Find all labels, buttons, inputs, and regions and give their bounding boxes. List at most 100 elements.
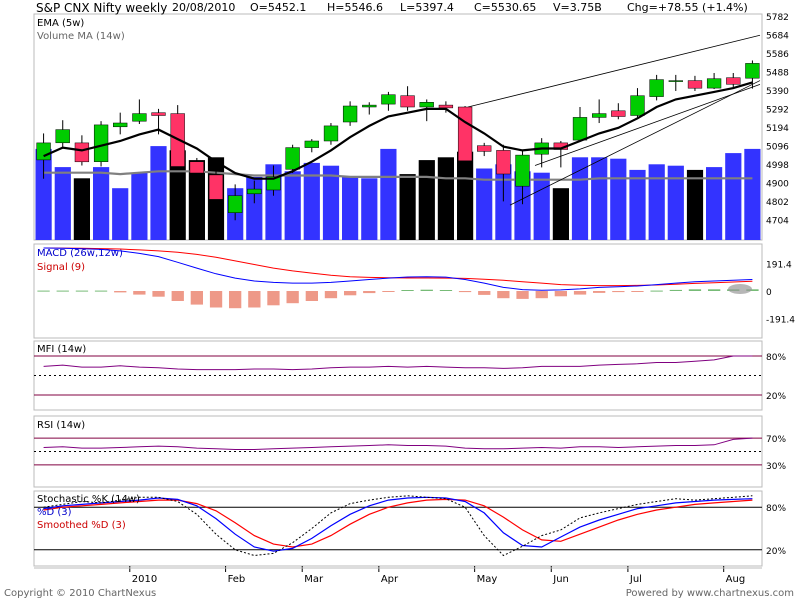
volume-bar [380, 148, 397, 240]
volume-bar [418, 160, 435, 240]
oscillator-tick-label: 80% [766, 504, 786, 514]
volume-bar [361, 178, 378, 240]
candle-body [592, 113, 607, 118]
trendline-inner [534, 83, 761, 166]
macd-histogram-bar [631, 291, 644, 292]
volume-bar [495, 164, 512, 240]
macd-histogram-bar [458, 291, 472, 293]
candle-body [419, 102, 434, 108]
candle-body [189, 161, 204, 174]
volume-bar [93, 167, 110, 240]
rsi-line [43, 437, 753, 450]
trendline-lower [509, 80, 761, 206]
macd-histogram-bar [420, 289, 433, 291]
macd-histogram-bar [593, 291, 606, 293]
volume-bar [303, 162, 320, 240]
volume-bar [744, 148, 761, 240]
chart-title: S&P CNX Nifty weekly [36, 1, 168, 15]
candle-body [362, 104, 377, 108]
month-label: Aug [726, 574, 746, 585]
macd-histogram-bar [56, 290, 69, 292]
volume-bar [73, 178, 90, 240]
change-value: Chg=+78.55 (+1.4%) [627, 1, 748, 14]
macd-histogram-bar [171, 291, 184, 301]
macd-histogram-bar [535, 291, 548, 299]
oscillator-tick-label: 20% [766, 392, 786, 402]
candle-body [247, 188, 262, 195]
volume-bar [610, 158, 627, 240]
low-value: L=5397.4 [400, 1, 454, 14]
volume-bar [437, 157, 454, 240]
macd-line [43, 247, 753, 291]
macd-histogram-bar [190, 291, 203, 305]
macd-histogram-bar [439, 290, 453, 291]
volume-bar [54, 167, 71, 240]
volume-bar [591, 157, 608, 240]
volume-bar [457, 151, 474, 240]
price-tick-label: 5488 [766, 69, 789, 79]
price-tick-label: 5782 [766, 13, 789, 23]
candle-body [323, 125, 339, 142]
macd-histogram-bar [209, 291, 223, 308]
signal-line [43, 247, 753, 287]
macd-histogram-bar [248, 291, 261, 308]
volume-bar [725, 153, 742, 240]
macd-histogram-bar [94, 290, 108, 292]
price-tick-label: 4802 [766, 198, 789, 208]
close-value: C=5530.65 [474, 1, 537, 14]
macd-histogram-bar [650, 290, 663, 292]
macd-histogram-bar [152, 291, 165, 297]
stochastic-k-legend: Stochastic %K (14w) [37, 494, 140, 505]
macd-histogram-bar [688, 289, 702, 291]
macd-histogram-bar [363, 291, 376, 294]
macd-histogram-bar [554, 291, 567, 297]
month-label: Mar [304, 574, 324, 585]
price-tick-label: 5390 [766, 87, 789, 97]
macd-tick-label: 191.4 [766, 261, 792, 271]
oscillator-tick-label: 20% [766, 547, 786, 557]
macd-histogram-bar [37, 290, 50, 292]
volume-bar [514, 171, 531, 240]
candle-body [113, 122, 128, 128]
mfi-panel [33, 340, 763, 411]
volume-bar [131, 172, 148, 240]
macd-tick-label: -191.4 [766, 315, 795, 325]
candle-body [208, 174, 224, 200]
macd-histogram-bar [708, 289, 721, 291]
candle-body [572, 117, 588, 141]
candle-body [477, 145, 492, 152]
stochastic-d-legend: %D (3) [37, 507, 72, 518]
open-value: O=5452.1 [250, 1, 307, 14]
macd-histogram-bar [478, 291, 491, 295]
candle-body [151, 112, 166, 116]
powered-by-link[interactable]: Powered by www.chartnexus.com [625, 588, 794, 599]
macd-histogram-bar [305, 291, 318, 301]
month-label: May [477, 574, 498, 585]
ema-line [43, 81, 753, 180]
volume-bar [284, 171, 301, 240]
macd-histogram-bar [114, 291, 127, 293]
candle-body [668, 80, 683, 82]
macd-histogram-bar [267, 291, 280, 306]
volume-value: V=3.75B [553, 1, 602, 14]
month-label: Jun [552, 574, 569, 585]
mfi-line [43, 355, 753, 371]
price-tick-label: 5096 [766, 143, 789, 153]
macd-histogram-bar [286, 291, 299, 304]
volume-bar [667, 165, 684, 240]
price-tick-label: 5292 [766, 106, 789, 116]
rsi-legend: RSI (14w) [37, 420, 85, 431]
volume-bar [476, 168, 493, 240]
macd-histogram-bar [324, 291, 338, 299]
volume-bar [648, 164, 665, 240]
price-tick-label: 4998 [766, 161, 789, 171]
price-tick-label: 4704 [766, 217, 789, 227]
volume-bar [533, 172, 550, 240]
candle-body [74, 142, 90, 163]
macd-histogram-bar [746, 289, 759, 291]
candle-body [630, 95, 645, 116]
candle-body [400, 95, 415, 108]
oscillator-tick-label: 70% [766, 435, 786, 445]
macd-histogram-bar [75, 290, 89, 292]
